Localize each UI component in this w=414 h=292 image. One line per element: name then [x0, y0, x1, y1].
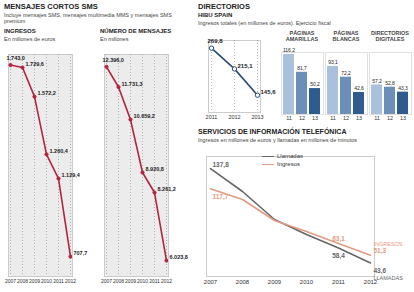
svg-text:50,2: 50,2 [310, 81, 320, 87]
svg-text:93,1: 93,1 [328, 59, 338, 65]
svg-text:1.729,6: 1.729,6 [26, 61, 44, 67]
svg-text:81,7: 81,7 [297, 65, 307, 71]
html-text:MENSAJES CORTOS SMS: MENSAJES CORTOS SMS [4, 2, 98, 11]
svg-text:2009: 2009 [125, 278, 136, 284]
svg-text:LLAMADAS: LLAMADAS [374, 275, 404, 281]
svg-text:2009: 2009 [268, 279, 282, 285]
svg-text:215,1: 215,1 [238, 63, 254, 69]
html-text:SERVICIOS DE INFORMACIÓN TELEF: SERVICIOS DE INFORMACIÓN TELEFÓNICA [198, 128, 347, 135]
svg-text:2010: 2010 [41, 278, 52, 284]
svg-text:10.659,2: 10.659,2 [134, 113, 155, 119]
svg-text:13: 13 [356, 115, 362, 121]
svg-text:2011: 2011 [206, 114, 218, 120]
svg-text:2007: 2007 [101, 278, 112, 284]
html-text:INGRESOS: INGRESOS [4, 28, 36, 34]
html-text:PÁGINAS AMARILLAS: PÁGINAS AMARILLAS [285, 30, 319, 43]
svg-text:13: 13 [400, 115, 406, 121]
svg-text:1.129,4: 1.129,4 [62, 172, 81, 178]
svg-text:11: 11 [374, 115, 380, 121]
svg-text:2010: 2010 [137, 278, 148, 284]
svg-text:1.260,4: 1.260,4 [50, 148, 69, 154]
svg-text:11.731,3: 11.731,3 [122, 81, 143, 87]
html-text:Ingresos totales (en millones: Ingresos totales (en millones de euros).… [198, 20, 331, 27]
html-text:Ingresos en millones de euros: Ingresos en millones de euros y llamadas… [198, 137, 357, 144]
svg-text:52,8: 52,8 [385, 80, 395, 86]
html-text:HIBU SPAIN: HIBU SPAIN [198, 12, 233, 18]
svg-text:116,2: 116,2 [283, 47, 295, 53]
svg-text:51,3: 51,3 [374, 247, 387, 255]
svg-text:2012: 2012 [161, 278, 172, 284]
svg-text:2012: 2012 [228, 114, 240, 120]
svg-text:2013: 2013 [251, 114, 263, 120]
svg-text:72,2: 72,2 [341, 70, 351, 76]
svg-text:43,3: 43,3 [398, 85, 408, 91]
svg-text:INGRESOS: INGRESOS [374, 241, 403, 247]
svg-text:12: 12 [343, 115, 349, 121]
svg-text:1.572,2: 1.572,2 [38, 90, 56, 96]
html-text:Incluye mensajes SMS, mensajes: Incluye mensajes SMS, mensajes multimedi… [4, 12, 172, 25]
svg-text:6.023,8: 6.023,8 [170, 254, 188, 260]
svg-text:2009: 2009 [29, 278, 40, 284]
svg-text:8.920,8: 8.920,8 [146, 166, 164, 172]
svg-text:13: 13 [312, 115, 318, 121]
svg-text:2007: 2007 [5, 278, 16, 284]
svg-text:2012: 2012 [363, 278, 378, 285]
svg-text:11: 11 [286, 115, 292, 121]
html-text:Ingresos: Ingresos [277, 161, 300, 167]
svg-text:11: 11 [330, 115, 336, 121]
svg-text:12: 12 [387, 115, 393, 121]
svg-text:2008: 2008 [113, 278, 124, 284]
svg-text:2008: 2008 [236, 279, 250, 285]
html-text:DIRECTORIOS DIGITALES: DIRECTORIOS DIGITALES [370, 30, 409, 43]
svg-text:269,8: 269,8 [208, 38, 224, 44]
svg-text:12.396,0: 12.396,0 [103, 57, 124, 63]
svg-text:2008: 2008 [17, 278, 28, 284]
svg-text:12: 12 [299, 115, 305, 121]
svg-text:58,4: 58,4 [332, 252, 345, 260]
html-text:Llamadas: Llamadas [277, 153, 303, 159]
svg-text:145,6: 145,6 [261, 89, 277, 95]
svg-text:43,6: 43,6 [373, 267, 387, 274]
svg-text:8.261,2: 8.261,2 [158, 186, 176, 192]
svg-text:2012: 2012 [65, 278, 76, 284]
html-text:NÚMERO DE MENSAJES: NÚMERO DE MENSAJES [100, 28, 172, 34]
svg-text:2010: 2010 [300, 279, 314, 285]
svg-text:42,6: 42,6 [354, 85, 364, 91]
svg-text:117,7: 117,7 [213, 193, 229, 201]
svg-text:57,2: 57,2 [372, 78, 382, 84]
svg-text:707,7: 707,7 [74, 250, 88, 256]
svg-text:2011: 2011 [332, 279, 346, 285]
html-text:DIRECTORIOS: DIRECTORIOS [198, 2, 250, 11]
svg-text:137,8: 137,8 [213, 161, 230, 169]
svg-text:2011: 2011 [149, 278, 160, 284]
svg-text:2007: 2007 [204, 279, 218, 285]
html-text:PÁGINAS BLANCAS: PÁGINAS BLANCAS [332, 30, 360, 43]
html-text:En millones de euros: En millones de euros [4, 36, 56, 43]
svg-text:1.743,0: 1.743,0 [7, 55, 25, 61]
svg-text:63,1: 63,1 [332, 235, 345, 243]
svg-text:2011: 2011 [53, 278, 64, 284]
html-text:En millones: En millones [100, 36, 129, 43]
